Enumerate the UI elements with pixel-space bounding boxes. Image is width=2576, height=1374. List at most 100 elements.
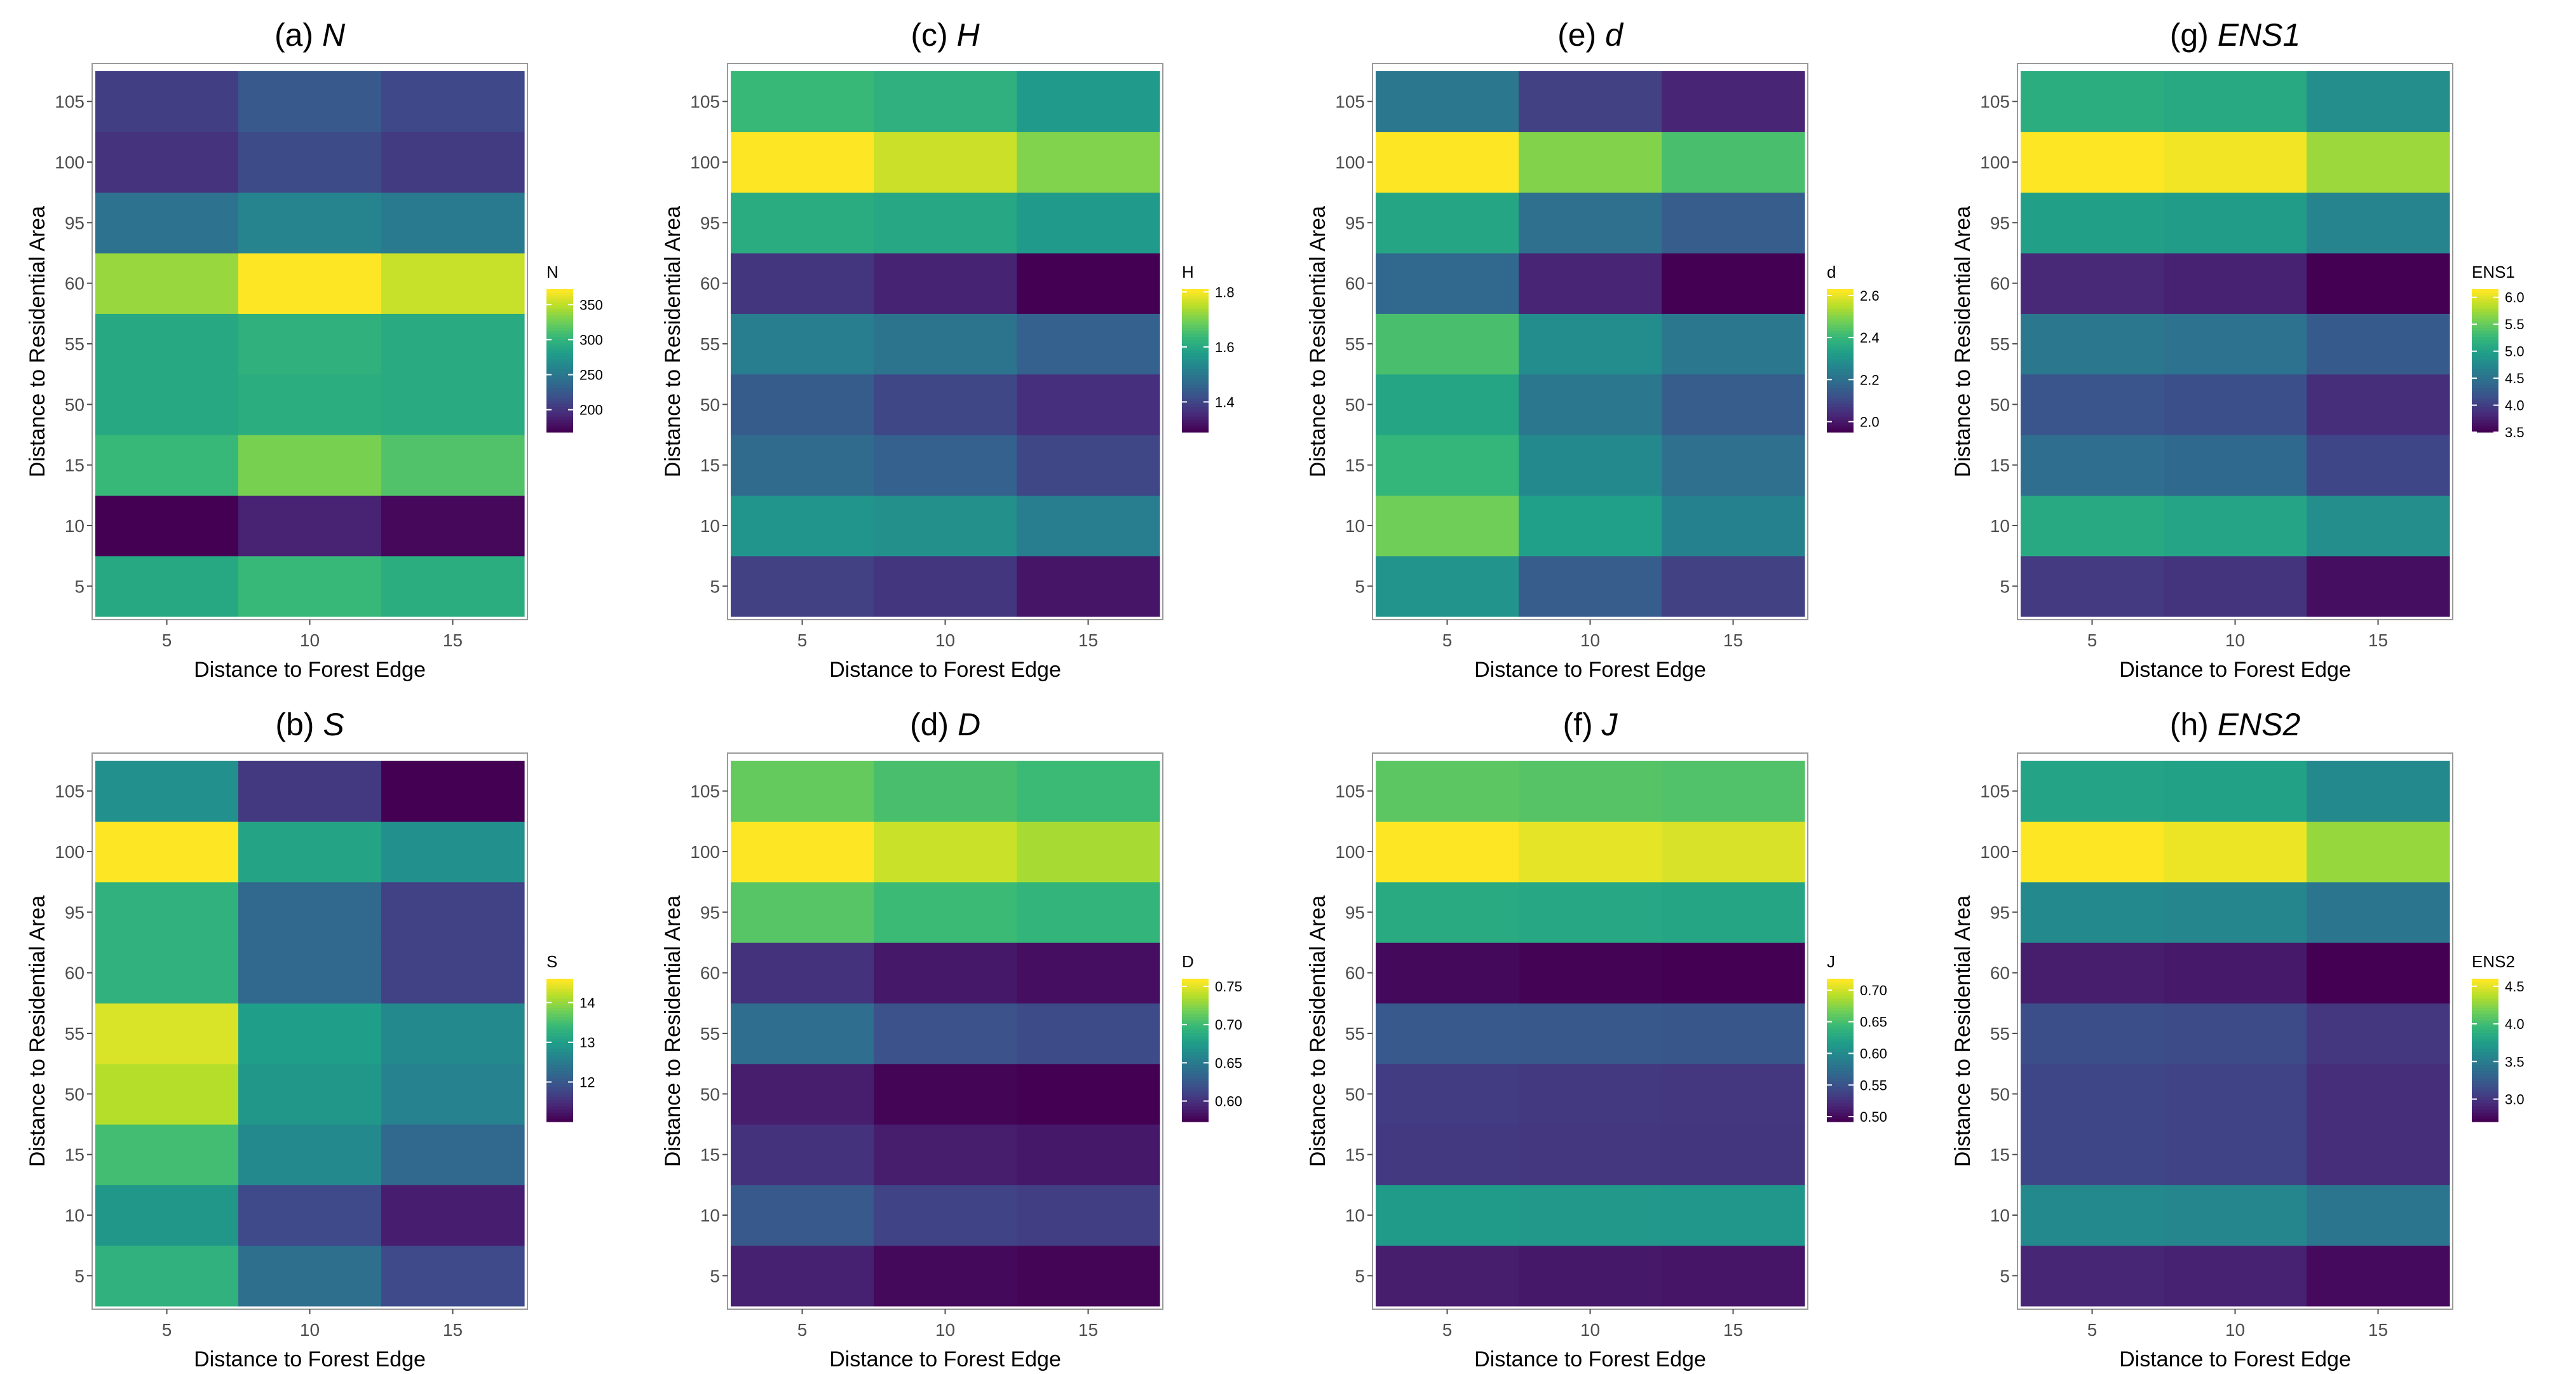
panel-title-prefix: (f) [1563,707,1601,742]
colorbar-segment [2472,330,2498,334]
y-tick-label: 105 [55,92,85,112]
heatmap-cell [1376,253,1519,314]
colorbar-segment [1182,995,1209,998]
colorbar-segment [546,991,573,995]
heatmap-cell [2307,313,2450,375]
colorbar-segment [1182,391,1209,395]
colorbar-segment [2472,991,2498,995]
colorbar-segment [546,410,573,414]
colorbar-segment [546,1065,573,1068]
y-tick-label: 15 [1990,456,2010,475]
y-tick-label: 15 [1345,1145,1365,1165]
heatmap-cell [381,374,525,435]
heatmap-cell [2164,374,2307,435]
colorbar-segment [1827,1109,1854,1113]
colorbar-segment [546,353,573,357]
colorbar-segment [1182,296,1209,299]
colorbar-segment [1827,1023,1854,1027]
heatmap-cell [731,821,874,883]
heatmap-cell [95,435,239,496]
heatmap-cell [1376,821,1519,883]
y-tick-label: 55 [1345,1024,1365,1044]
colorbar-tick-label: 0.75 [1215,979,1242,995]
colorbar-segment [2472,1080,2498,1084]
colorbar-segment [1827,340,1854,344]
colorbar-segment [546,327,573,331]
heatmap-cell [1519,1185,1662,1246]
y-tick-label: 95 [700,902,720,922]
heatmap-cell [874,313,1017,375]
heatmap-cell [95,1063,239,1125]
heatmap-cell [1017,374,1160,435]
y-tick-label: 60 [65,274,85,294]
y-tick-label: 10 [65,1206,85,1225]
colorbar-tick-label: 0.65 [1215,1055,1242,1071]
panel-title-symbol: N [322,17,346,53]
heatmap-cell [2021,495,2164,557]
colorbar-segment [546,429,573,433]
colorbar-segment [2472,305,2498,309]
y-tick-label: 10 [1345,516,1365,536]
y-tick-label: 15 [1990,1145,2010,1165]
panel-title-symbol: ENS2 [2218,707,2301,742]
colorbar-segment [2472,995,2498,998]
colorbar-segment [1182,308,1209,312]
y-tick-label: 5 [710,576,720,596]
heatmap-cell [95,192,239,254]
colorbar-segment [546,1014,573,1017]
colorbar-segment [2472,1084,2498,1087]
panel-title: (g) ENS1 [2170,17,2301,53]
colorbar-tick-label: 200 [580,402,603,418]
colorbar-segment [2472,1115,2498,1119]
colorbar-segment [1182,1010,1209,1014]
colorbar-segment [1182,1093,1209,1097]
x-tick-label: 15 [2368,1320,2388,1340]
heatmap-cell [1017,71,1160,132]
colorbar-segment [2472,1103,2498,1106]
colorbar-segment [546,1026,573,1030]
y-tick-label: 60 [1345,274,1365,294]
colorbar-segment [546,426,573,430]
x-tick-label: 15 [1078,630,1098,650]
y-tick-label: 100 [55,153,85,172]
colorbar-segment [2472,1039,2498,1043]
heatmap-cell [874,71,1017,132]
heatmap-cell [874,1003,1017,1065]
y-tick-label: 50 [65,1084,85,1104]
colorbar-segment [1182,407,1209,411]
colorbar-segment [1182,1045,1209,1049]
x-tick-label: 5 [797,1320,808,1340]
colorbar-segment [1827,375,1854,379]
heatmap-cell [731,555,874,617]
colorbar-segment [2472,375,2498,379]
heatmap-cell [1519,313,1662,375]
colorbar-segment [2472,308,2498,312]
heatmap-cell [1017,253,1160,314]
colorbar-segment [1827,1080,1854,1084]
colorbar-segment [546,1023,573,1027]
x-axis-label: Distance to Forest Edge [2119,658,2351,682]
colorbar-segment [2472,988,2498,992]
colorbar-segment [546,1030,573,1033]
colorbar-segment [1827,1007,1854,1011]
heatmap-cell [1376,1245,1519,1307]
colorbar-segment [1827,995,1854,998]
heatmap-cell [2307,1245,2450,1307]
panel-title-prefix: (g) [2170,17,2218,53]
heatmap-cell [2164,1063,2307,1125]
heatmap-cell [731,253,874,314]
heatmap-cell [874,192,1017,254]
colorbar-segment [2472,1020,2498,1024]
colorbar-segment [1182,384,1209,388]
colorbar-segment [1182,426,1209,430]
y-tick-label: 100 [1335,153,1365,172]
colorbar-segment [1827,1014,1854,1017]
panel-title: (d) D [910,707,980,742]
heatmap-cell [2307,253,2450,314]
y-tick-label: 5 [710,1266,720,1286]
heatmap-cell [238,821,382,883]
colorbar-segment [546,311,573,315]
heatmap-cell [2164,881,2307,943]
panel-title-prefix: (h) [2170,707,2218,742]
heatmap-cell [1519,1124,1662,1185]
